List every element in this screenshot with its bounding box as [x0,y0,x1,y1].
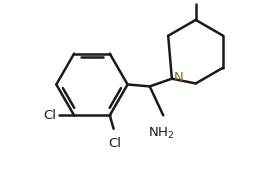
Text: Cl: Cl [44,109,56,122]
Text: NH$_2$: NH$_2$ [148,126,175,141]
Text: Cl: Cl [108,138,121,151]
Text: N: N [174,71,183,84]
